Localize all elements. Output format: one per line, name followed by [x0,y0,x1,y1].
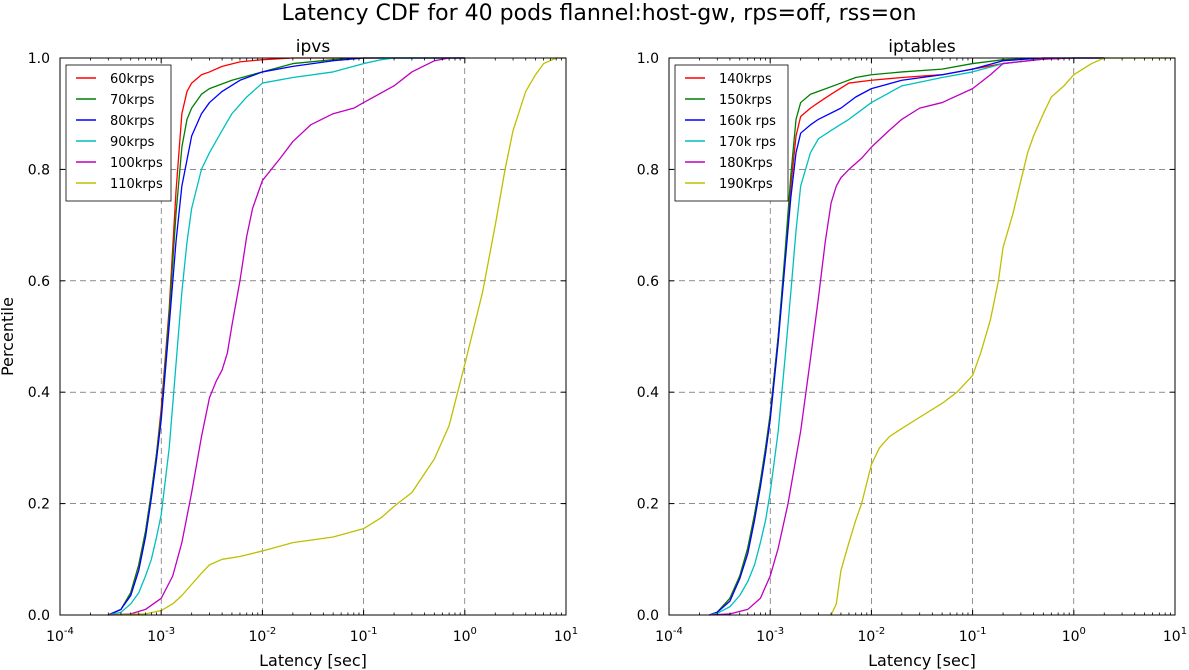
x-tick-label: 101 [554,626,578,645]
y-tick-label: 0.6 [637,274,659,290]
legend: 140krps 150krps 160k rps 170k rps 180Krps 190… [674,64,789,202]
legend-label: 140krps [719,72,772,87]
x-tick-label: 100 [453,626,477,645]
y-tick-label: 1.0 [637,51,659,67]
series-line-110krps [108,57,566,616]
x-tick-label: 10-3 [756,626,784,645]
x-tick-base: 10 [46,629,64,645]
series-line-190krps [830,57,1175,616]
y-tick-label: 0.4 [637,385,659,401]
series-line-100krps [108,57,465,616]
series-line-170k-rps [709,57,1105,616]
x-tick-base: 10 [655,629,673,645]
x-tick-exponent: -1 [368,626,378,637]
legend-label: 70krps [110,93,155,108]
x-tick-exponent: -2 [266,626,276,637]
x-tick-base: 10 [1163,629,1181,645]
x-tick-base: 10 [453,629,471,645]
x-tick-exponent: -4 [64,626,74,637]
y-tick-label: 0.8 [637,162,659,178]
x-tick-exponent: -3 [165,626,175,637]
x-tick-base: 10 [857,629,875,645]
chart-title: ipvs [296,37,331,57]
figure-suptitle: Latency CDF for 40 pods flannel:host-gw,… [282,1,917,26]
x-tick-base: 10 [147,629,165,645]
legend-label: 80krps [110,114,155,129]
x-tick-label: 10-1 [959,626,987,645]
x-tick-exponent: 1 [1181,626,1187,637]
x-tick-base: 10 [554,629,572,645]
series-line-150krps [709,57,1105,616]
x-tick-exponent: -4 [673,626,683,637]
series-line-160k-rps [709,57,1105,616]
x-tick-exponent: 0 [1080,626,1086,637]
legend-label: 160k rps [719,114,776,129]
legend-label: 60krps [110,72,155,87]
x-tick-exponent: 1 [572,626,578,637]
x-tick-label: 10-4 [655,626,683,645]
series-line-80krps [108,57,465,616]
x-tick-base: 10 [959,629,977,645]
series-line-70krps [108,57,465,616]
x-tick-label: 10-2 [857,626,885,645]
y-axis-label: Percentile [0,297,17,376]
series-line-90krps [108,57,465,616]
y-tick-label: 0.0 [637,608,659,624]
legend-label: 190Krps [719,177,773,192]
x-tick-exponent: -2 [875,626,885,637]
y-tick-label: 0.4 [28,385,50,401]
chart-title: iptables [888,37,956,57]
legend-label: 90krps [110,135,155,150]
x-tick-base: 10 [756,629,774,645]
legend-box [65,64,172,202]
x-tick-base: 10 [1062,629,1080,645]
plot-frame [668,57,1176,616]
series-line-180krps [709,57,1105,616]
x-axis-label: Latency [sec] [259,651,367,670]
x-tick-label: 101 [1163,626,1187,645]
x-tick-base: 10 [248,629,266,645]
x-tick-base: 10 [350,629,368,645]
legend-label: 110krps [110,177,163,192]
legend: 60krps 70krps 80krps 90krps 100krps 110krps [65,64,172,202]
x-tick-exponent: 0 [471,626,477,637]
iptables-chart-panel: 10-4 10-3 10-2 10-1 100 1010.00.20.40.60.81.0… [637,37,1187,670]
legend-box [674,64,789,202]
x-axis-label: Latency [sec] [868,651,976,670]
plot-frame [59,57,567,616]
y-tick-label: 0.2 [637,497,659,513]
y-tick-label: 0.6 [28,274,50,290]
ipvs-chart-panel: 10-4 10-3 10-2 10-1 100 1010.00.20.40.60.81.0… [0,37,578,670]
x-tick-label: 10-1 [350,626,378,645]
x-tick-exponent: -1 [977,626,987,637]
legend-label: 150krps [719,93,772,108]
y-tick-label: 0.2 [28,497,50,513]
x-tick-exponent: -3 [774,626,784,637]
x-tick-label: 100 [1062,626,1086,645]
y-tick-label: 1.0 [28,51,50,67]
y-tick-label: 0.0 [28,608,50,624]
legend-label: 170k rps [719,135,776,150]
legend-label: 100krps [110,156,163,171]
legend-label: 180Krps [719,156,773,171]
x-tick-label: 10-4 [46,626,74,645]
x-tick-label: 10-2 [248,626,276,645]
x-tick-label: 10-3 [147,626,175,645]
y-tick-label: 0.8 [28,162,50,178]
